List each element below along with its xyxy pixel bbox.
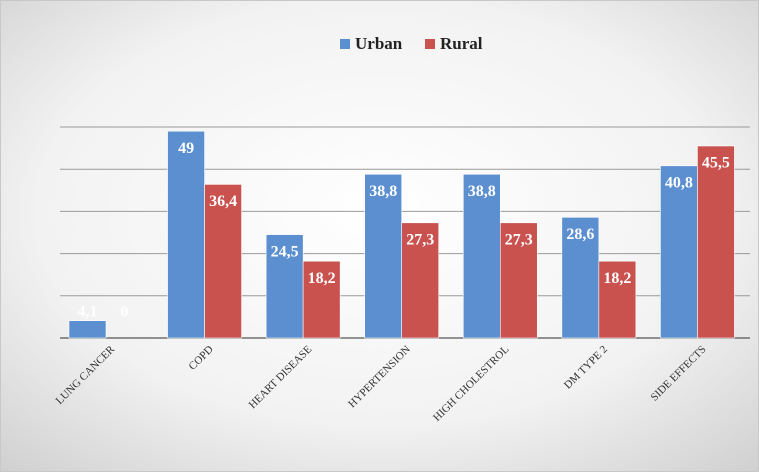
bar [68,320,107,339]
value-label: 38,8 [468,183,496,200]
legend-swatch [425,39,435,49]
bar [462,173,501,339]
bar [364,173,403,339]
bar [561,217,600,339]
legend-swatch [340,39,350,49]
bar [660,165,698,339]
legend-label: Rural [440,34,483,53]
value-label: 38,8 [369,183,397,200]
value-label: 24,5 [271,243,299,260]
value-label: 18,2 [308,270,336,287]
value-label: 49 [178,140,194,157]
value-label: 45,5 [702,155,730,172]
bar [598,260,637,339]
value-label: 36,4 [209,193,237,210]
bar [167,130,205,339]
value-label: 18,2 [603,270,631,287]
value-label: 27,3 [505,231,533,248]
bar [499,222,538,339]
bar [302,260,341,339]
value-label: 4,1 [78,304,98,321]
value-label: 27,3 [406,231,434,248]
value-label: 40,8 [665,174,693,191]
bar [401,222,440,339]
value-label: 28,6 [566,226,594,243]
legend-label: Urban [355,34,403,53]
bar [204,184,242,339]
bar [265,234,304,339]
bar [697,145,735,339]
value-label: 0 [121,304,129,321]
